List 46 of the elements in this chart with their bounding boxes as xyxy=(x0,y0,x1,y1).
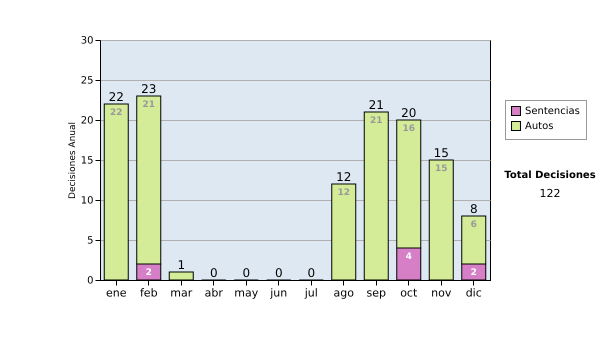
x-tick-label: ene xyxy=(106,286,127,300)
y-tick-label: 15 xyxy=(80,156,94,166)
total-label: 0 xyxy=(307,266,316,280)
x-tick-label: jul xyxy=(304,286,318,300)
y-tick-label: 25 xyxy=(80,76,94,86)
data-label: 15 xyxy=(434,164,448,174)
total-label: 0 xyxy=(242,266,250,280)
total-label: 0 xyxy=(210,266,218,280)
legend-label: Autos xyxy=(525,121,554,132)
y-tick-label: 20 xyxy=(80,116,94,126)
total-label: 21 xyxy=(368,98,384,112)
x-tick-label: feb xyxy=(140,286,158,300)
y-tick-label: 30 xyxy=(80,36,94,46)
x-tick-label: sep xyxy=(366,286,386,300)
data-label: 21 xyxy=(142,100,156,110)
y-tick-label: 10 xyxy=(80,196,94,206)
total-label: 1 xyxy=(177,258,186,272)
x-tick-label: ago xyxy=(334,286,354,300)
y-tick-label: 5 xyxy=(87,236,94,246)
total-label: 20 xyxy=(401,106,416,120)
x-tick-label: jun xyxy=(269,286,288,300)
total-label: 8 xyxy=(470,202,478,216)
x-tick-label: dic xyxy=(466,286,482,300)
text: Total Decisiones xyxy=(503,170,597,181)
x-tick-label: mar xyxy=(170,286,193,300)
y-axis-title: Decisiones Anual xyxy=(68,122,78,199)
y-tick-label: 0 xyxy=(87,276,94,286)
data-label: 4 xyxy=(406,252,412,262)
total-label: 22 xyxy=(108,90,124,104)
x-tick-label: oct xyxy=(400,286,418,300)
data-label: 12 xyxy=(337,188,350,198)
data-label: 2 xyxy=(146,268,152,278)
data-label: 21 xyxy=(370,116,383,126)
x-tick-label: abr xyxy=(204,286,224,300)
data-label: 2 xyxy=(470,268,477,278)
x-tick-label: nov xyxy=(431,286,452,300)
legend-label: Sentencias xyxy=(525,106,580,117)
text: 122 xyxy=(538,187,562,200)
data-label: 16 xyxy=(402,124,416,134)
total-label: 12 xyxy=(336,170,352,184)
total-label: 15 xyxy=(434,146,449,160)
total-label: 0 xyxy=(274,266,283,280)
data-label: 6 xyxy=(470,220,477,230)
x-tick-label: may xyxy=(234,286,259,300)
total-label: 23 xyxy=(141,82,156,96)
data-label: 22 xyxy=(110,108,123,118)
